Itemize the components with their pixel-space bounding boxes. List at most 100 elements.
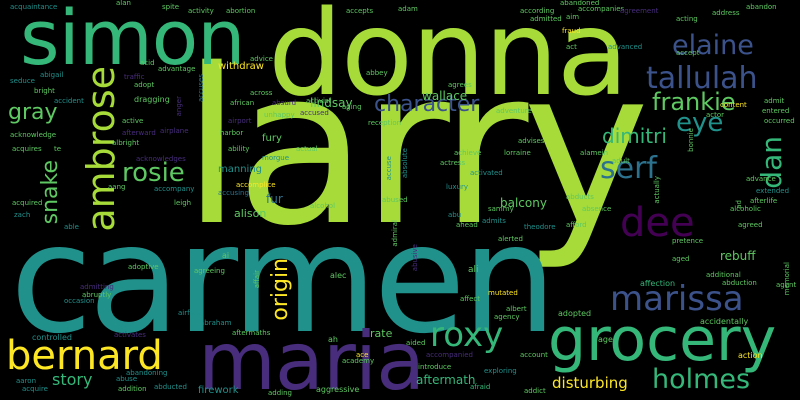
word-affair: affair [253, 270, 261, 289]
word-seduce: seduce [10, 77, 35, 85]
word-advanced: advanced [608, 43, 643, 51]
word-alerted: alerted [498, 235, 523, 243]
word-abandon: abandon [746, 3, 777, 11]
word-origin: origin [268, 258, 293, 321]
word-abduction: abduction [722, 279, 757, 287]
word-manning: manning [218, 164, 263, 175]
word-pretence: pretence [672, 237, 704, 245]
word-ability: ability [228, 145, 250, 153]
word-address: address [712, 9, 740, 17]
word-accompany: accompany [154, 185, 195, 193]
word-alcohol: alcohol [310, 202, 336, 210]
word-fury: fury [262, 133, 282, 144]
word-content: content [720, 101, 747, 109]
word-occasion: occasion [64, 297, 95, 305]
word-ah: ah [328, 335, 338, 344]
word-marissa: marissa [610, 279, 744, 319]
word-across: across [250, 89, 273, 97]
word-morgue: morgue [262, 154, 290, 162]
word-accused: accused [300, 109, 329, 117]
word-dragging: dragging [134, 95, 170, 104]
word-acknowledge: acknowledge [10, 131, 57, 139]
word-airplane: airplane [160, 127, 189, 135]
word-adam: adam [398, 5, 418, 13]
word-activist: activist [306, 97, 332, 105]
word-abu: abu [448, 211, 462, 219]
word-acid: acid [140, 59, 155, 67]
word-albright: albright [112, 139, 140, 147]
word-adding: adding [268, 389, 293, 397]
word-airport: airport [228, 117, 252, 125]
word-fraud: fraud [562, 27, 581, 35]
word-act: act [566, 43, 577, 51]
word-addict: addict [524, 387, 546, 395]
word-acquaintance: acquaintance [10, 3, 58, 11]
word-acting: acting [676, 15, 698, 23]
word-activates: activates [114, 331, 146, 339]
word-ahead: ahead [456, 221, 478, 229]
word-accident: accident [54, 97, 84, 105]
word-withdraw: withdraw [218, 61, 264, 72]
word-disturbing: disturbing [552, 374, 628, 392]
word-sammy: sammy [488, 205, 514, 213]
word-absence: absence [582, 205, 612, 213]
word-exploring: exploring [484, 367, 517, 375]
word-affection: affection [640, 279, 676, 288]
word-adopted: adopted [558, 309, 592, 318]
word-able: able [64, 223, 79, 231]
word-abigail: abigail [40, 71, 64, 79]
word-tallulah: tallulah [646, 61, 758, 96]
word-afterward: afterward [122, 129, 156, 137]
word-spite: spite [162, 3, 180, 11]
word-accuse: accuse [385, 156, 393, 181]
word-adoptive: adoptive [128, 263, 159, 271]
word-agreed: agreed [738, 221, 763, 229]
word-theodore: theodore [524, 223, 556, 231]
word-wallace: wallace [422, 89, 468, 103]
word-albert: albert [506, 305, 527, 313]
word-reception: reception [368, 119, 402, 127]
word-entered: entered [762, 107, 790, 115]
word-age: age [598, 335, 613, 344]
word-admits: admits [482, 217, 506, 225]
word-anger: anger [175, 96, 183, 117]
word-abruptly: abruptly [82, 291, 112, 299]
word-frankie: frankie [652, 88, 736, 116]
word-aftermaths: aftermaths [232, 329, 271, 337]
word-accidentally: accidentally [700, 317, 749, 326]
word-bernard: bernard [6, 333, 163, 379]
word-african: african [230, 99, 255, 107]
word-addition: addition [118, 385, 147, 393]
word-abandoning: abandoning [126, 369, 168, 377]
word-adult: adult [612, 157, 630, 165]
word-affect: affect [460, 295, 481, 303]
word-lindsay: lindsay [310, 96, 353, 110]
word-abortion: abortion [226, 7, 256, 15]
word-te: te [54, 145, 62, 153]
word-absolute: absolute [401, 148, 409, 179]
word-dimitri: dimitri [602, 124, 667, 148]
word-admit: admit [764, 97, 785, 105]
word-academy: academy [342, 357, 375, 365]
word-harbor: harbor [220, 129, 244, 137]
word-character: character [374, 92, 480, 117]
word-alec: alec [330, 271, 347, 280]
word-admiral: admiral [391, 220, 399, 247]
word-agreement: agreement [620, 7, 659, 15]
word-afraid: afraid [470, 383, 491, 391]
word-serf: serf [600, 151, 657, 186]
word-active: active [122, 117, 144, 125]
word-advice: advice [250, 55, 273, 63]
word-zach: zach [14, 211, 31, 219]
word-accompanied: accompanied [426, 351, 473, 359]
word-roxy: roxy [430, 315, 504, 355]
word-traffic: traffic [124, 73, 145, 81]
word-ai: ai [222, 251, 230, 260]
word-controlled: controlled [32, 333, 72, 342]
word-aided: aided [406, 339, 426, 347]
word-alison: alison [234, 207, 267, 220]
word-abbey: abbey [366, 69, 388, 77]
word-fur: fur [266, 192, 283, 206]
word-accepts: accepts [346, 7, 374, 15]
word-actual: actual [296, 145, 318, 153]
